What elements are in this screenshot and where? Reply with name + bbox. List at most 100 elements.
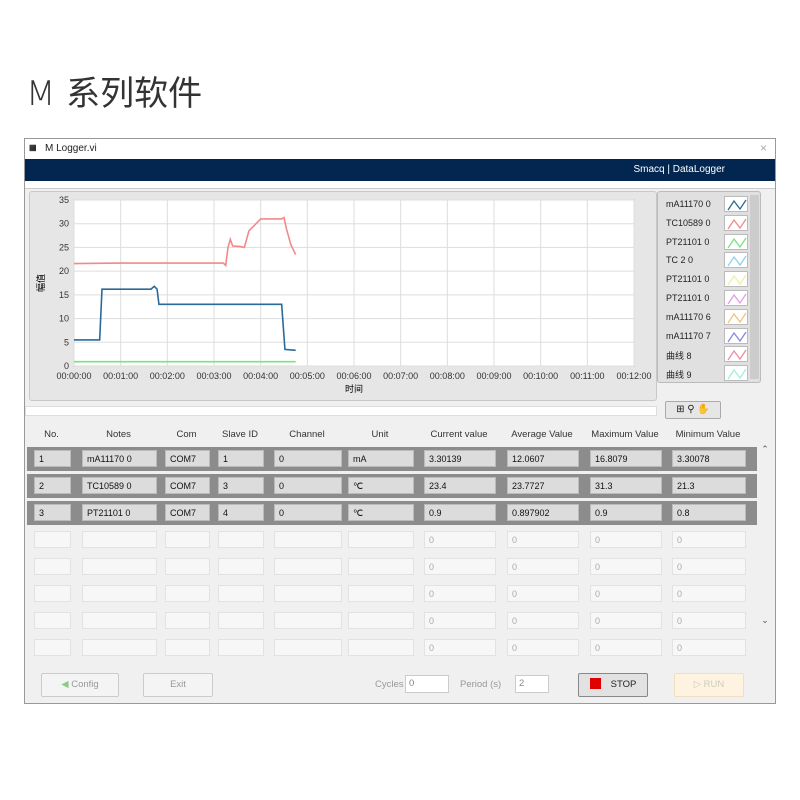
table-row[interactable]: 2 TC10589 0 COM7 3 0 ℃ 23.4 23.7727 31.3 21.3 [27,474,757,498]
table-cell[interactable] [82,531,157,548]
table-cell[interactable] [274,639,342,656]
table-cell[interactable] [34,585,71,602]
table-cell[interactable]: 0.9 [590,504,662,521]
table-cell[interactable]: 12.0607 [507,450,579,467]
table-cell[interactable] [218,585,264,602]
table-cell[interactable] [348,639,414,656]
legend-item[interactable]: mA11170 7 [666,327,756,346]
table-cell[interactable]: 0 [672,585,746,602]
table-cell[interactable] [218,612,264,629]
table-cell[interactable] [34,612,71,629]
close-button[interactable]: × [759,141,767,155]
table-cell[interactable] [218,639,264,656]
table-cell[interactable] [165,639,210,656]
table-cell[interactable]: 0 [590,639,662,656]
table-cell[interactable] [218,558,264,575]
table-cell[interactable]: 23.7727 [507,477,579,494]
table-cell[interactable] [165,585,210,602]
table-cell[interactable] [82,639,157,656]
table-cell[interactable] [165,558,210,575]
table-cell[interactable]: mA11170 0 [82,450,157,467]
table-cell[interactable]: 3 [218,477,264,494]
table-cell[interactable] [274,612,342,629]
table-cell[interactable]: 31.3 [590,477,662,494]
table-cell[interactable]: 0 [424,612,496,629]
table-cell[interactable]: 0 [590,612,662,629]
table-cell[interactable]: 0 [507,639,579,656]
stop-button[interactable]: STOP [578,673,648,697]
table-cell[interactable]: 0 [507,612,579,629]
table-cell[interactable] [34,558,71,575]
table-cell[interactable]: 0 [590,585,662,602]
table-cell[interactable]: mA [348,450,414,467]
table-cell[interactable]: 0 [274,504,342,521]
table-cell[interactable]: 2 [34,477,71,494]
table-cell[interactable]: 3 [34,504,71,521]
table-cell[interactable]: 0 [672,612,746,629]
table-cell[interactable]: 1 [34,450,71,467]
table-cell[interactable] [348,531,414,548]
table-cell[interactable] [218,531,264,548]
chart-horizontal-scrollbar[interactable] [25,406,657,416]
graph-tools-palette[interactable]: ⊞ ⚲ ✋ [665,401,721,419]
table-cell[interactable]: 0 [274,477,342,494]
table-cell[interactable]: ℃ [348,504,414,521]
cycles-input[interactable]: 0 [405,675,449,693]
table-cell[interactable]: 16.8079 [590,450,662,467]
exit-button[interactable]: Exit [143,673,213,697]
legend-item[interactable]: PT21101 0 [666,290,756,308]
table-cell[interactable]: 4 [218,504,264,521]
table-cell[interactable] [274,585,342,602]
table-cell[interactable] [348,585,414,602]
table-cell[interactable]: TC10589 0 [82,477,157,494]
table-cell[interactable] [34,531,71,548]
legend-item[interactable]: TC 2 0 [666,252,756,270]
table-cell[interactable]: COM7 [165,504,210,521]
table-cell[interactable]: 0 [507,585,579,602]
table-cell[interactable] [348,612,414,629]
table-cell[interactable]: 0 [672,531,746,548]
table-cell[interactable]: 0 [507,531,579,548]
table-cell[interactable]: 21.3 [672,477,746,494]
legend-item[interactable]: PT21101 0 [666,271,756,289]
table-cell[interactable] [34,639,71,656]
table-cell[interactable]: 0 [672,639,746,656]
table-cell[interactable] [165,531,210,548]
table-cell[interactable] [348,558,414,575]
table-cell[interactable] [82,612,157,629]
table-cell[interactable]: COM7 [165,450,210,467]
table-row[interactable]: 3 PT21101 0 COM7 4 0 ℃ 0.9 0.897902 0.9 0.8 [27,501,757,525]
legend-item[interactable]: 曲线 9 [666,365,756,383]
table-cell[interactable]: 0 [507,558,579,575]
table-cell[interactable]: PT21101 0 [82,504,157,521]
legend-item[interactable]: 曲线 8 [666,346,756,364]
table-cell[interactable]: ℃ [348,477,414,494]
run-button[interactable]: ▷ RUN [674,673,744,697]
table-cell[interactable] [82,558,157,575]
table-row[interactable]: 1 mA11170 0 COM7 1 0 mA 3.30139 12.0607 16.8079 3… [27,447,757,471]
table-cell[interactable]: 0 [590,531,662,548]
table-cell[interactable]: 0.8 [672,504,746,521]
table-cell[interactable] [274,531,342,548]
table-cell[interactable]: 0.9 [424,504,496,521]
legend-item[interactable]: mA11170 0 [666,196,756,214]
table-cell[interactable]: 0.897902 [507,504,579,521]
table-cell[interactable]: 3.30078 [672,450,746,467]
legend-item[interactable]: PT21101 0 [666,233,756,252]
table-cell[interactable] [82,585,157,602]
table-cell[interactable]: 0 [424,585,496,602]
period-input[interactable]: 2 [515,675,549,693]
table-cell[interactable] [165,612,210,629]
table-cell[interactable]: COM7 [165,477,210,494]
table-cell[interactable]: 3.30139 [424,450,496,467]
legend-item[interactable]: TC10589 0 [666,214,756,233]
legend-item[interactable]: mA11170 6 [666,308,756,327]
legend-scrollbar[interactable] [750,195,759,379]
table-cell[interactable]: 0 [424,558,496,575]
table-cell[interactable]: 0 [672,558,746,575]
table-cell[interactable]: 0 [590,558,662,575]
